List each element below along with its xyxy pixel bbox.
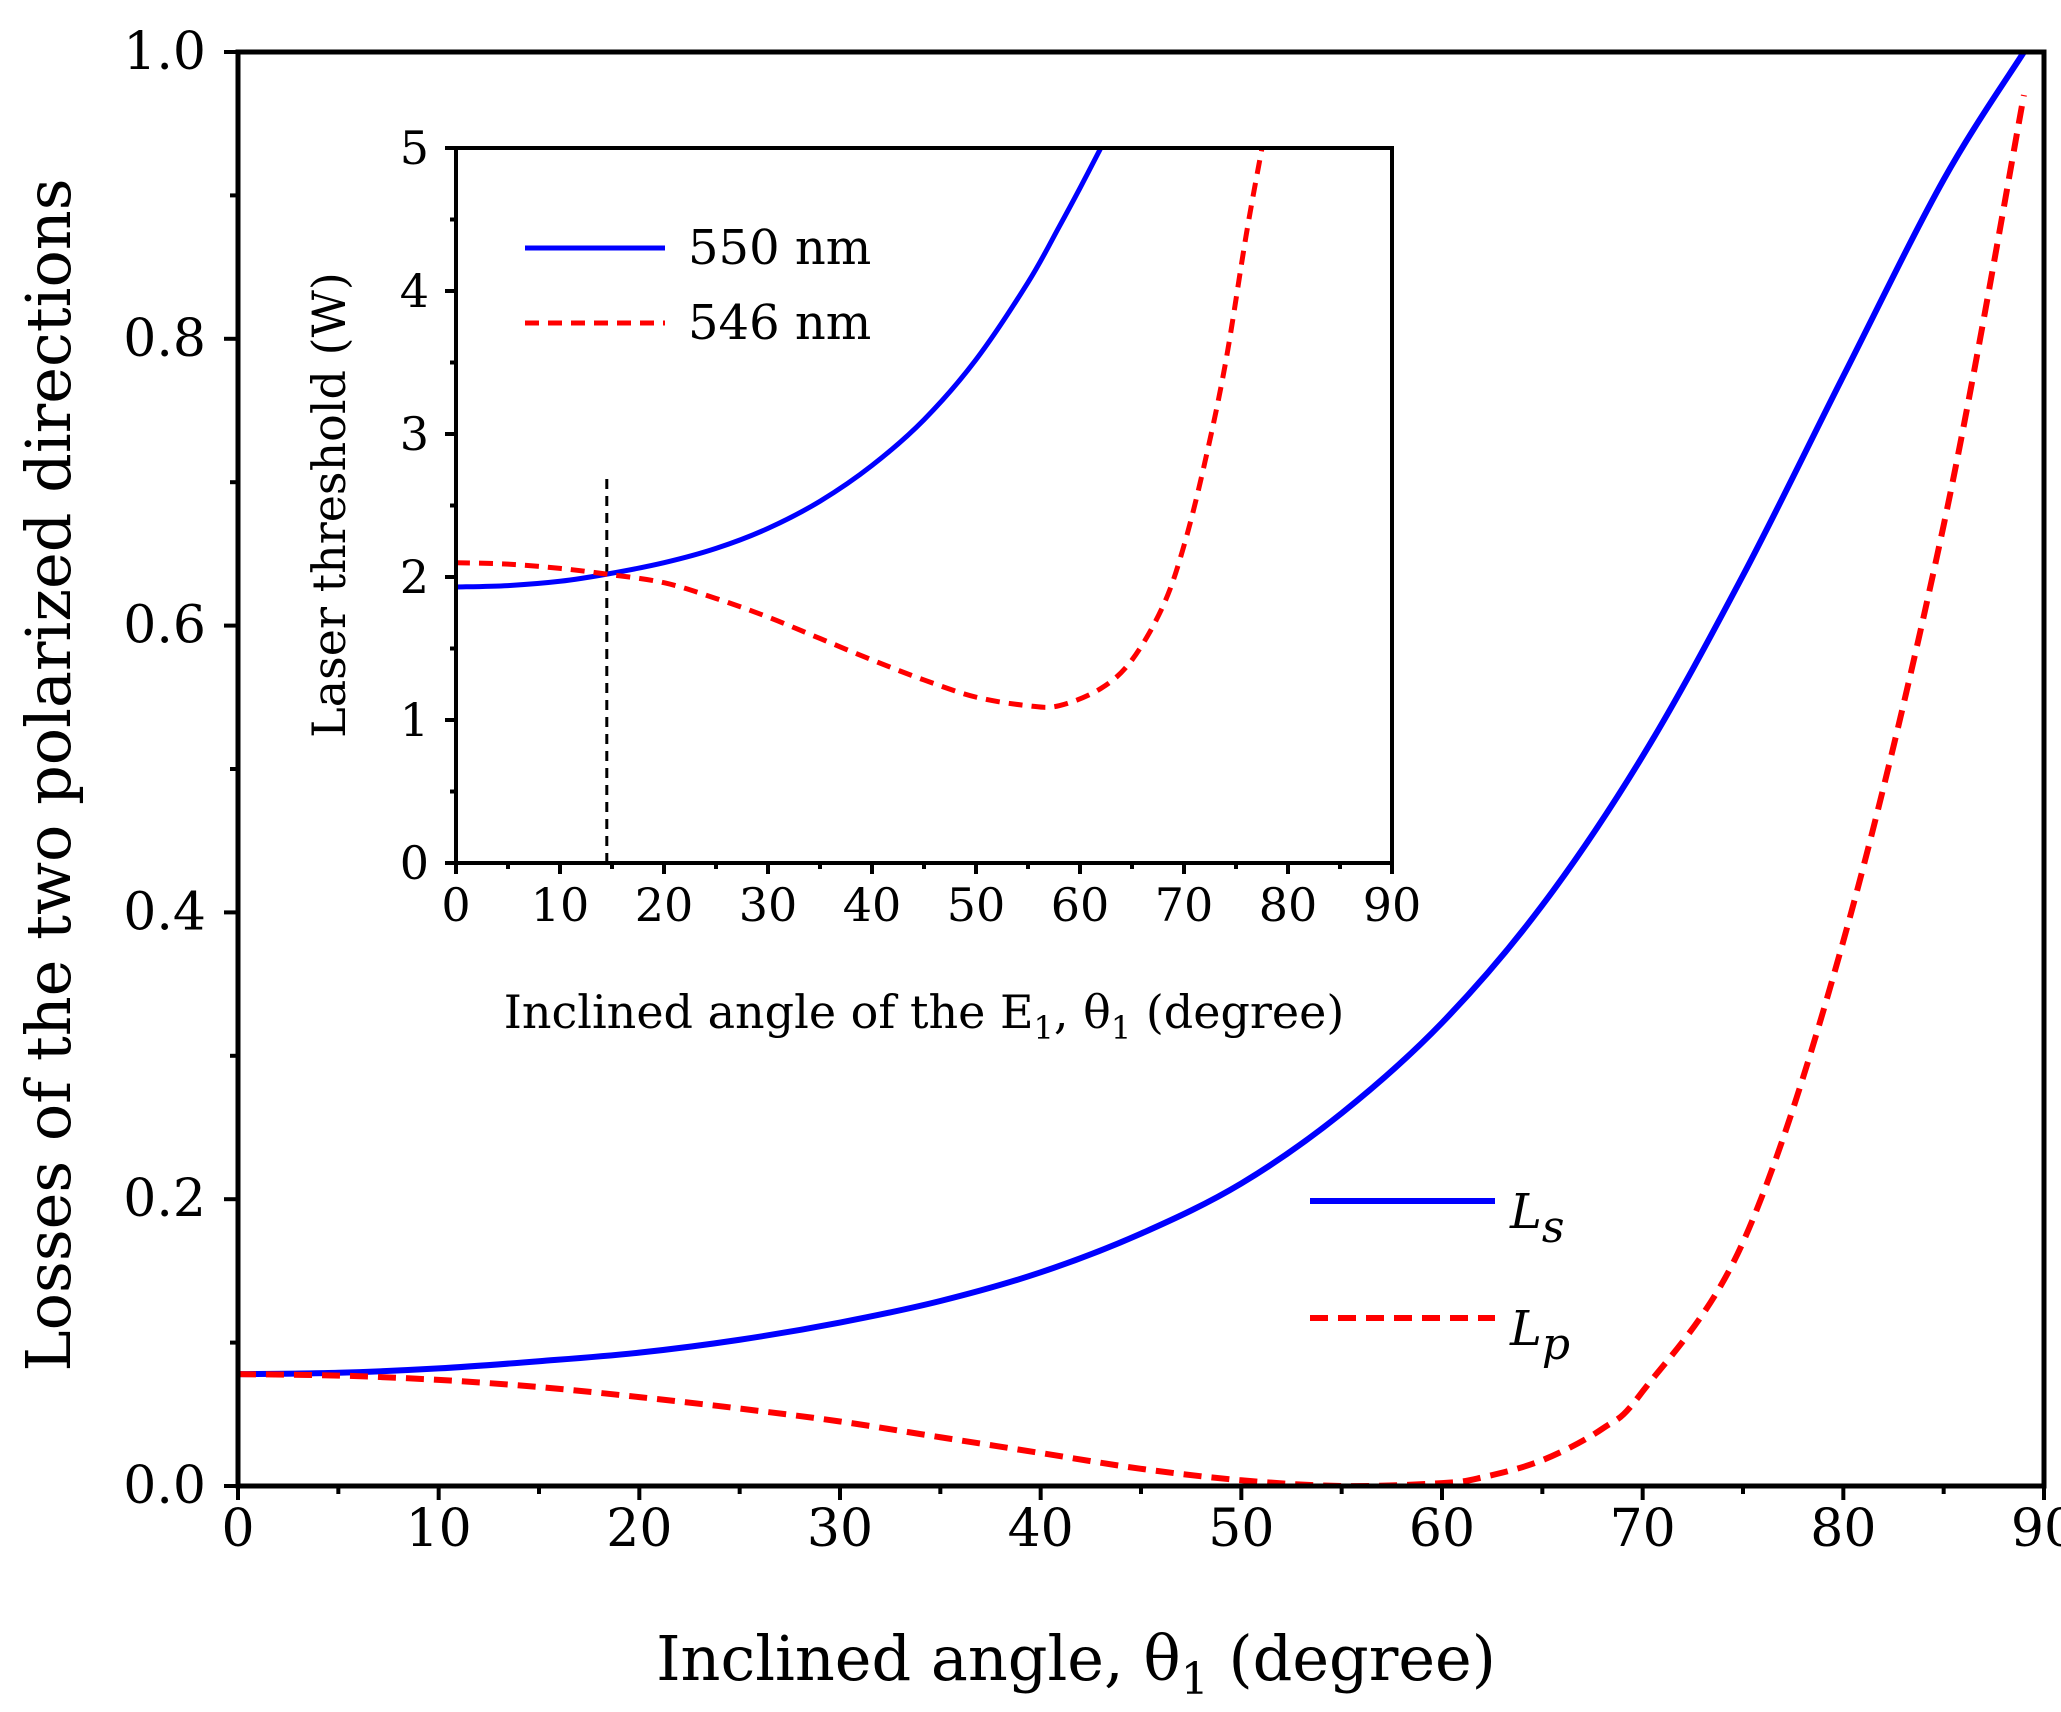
legend-label-lp: Lp (1509, 1301, 1570, 1370)
inset-x-tick-label: 60 (1051, 878, 1110, 932)
main-y-tick-label: 0.8 (123, 309, 206, 369)
main-x-tick-label: 50 (1208, 1499, 1274, 1559)
inset-y-tick-label: 0 (400, 836, 429, 890)
main-x-tick-label: 90 (2011, 1499, 2061, 1559)
main-x-tick-label: 20 (606, 1499, 672, 1559)
inset-x-axis-title-mid: , θ (1054, 985, 1111, 1039)
main-legend: Ls Lp (1310, 1184, 1570, 1370)
main-x-axis-title-suffix: (degree) (1209, 1622, 1496, 1695)
legend-label-ls: Ls (1509, 1184, 1564, 1253)
inset-x-tick-label: 90 (1363, 878, 1422, 932)
inset-x-axis-title-sub2: 1 (1111, 1009, 1131, 1047)
inset-x-axis-title-suffix: (degree) (1131, 985, 1344, 1039)
inset-y-tick-label: 4 (400, 264, 429, 318)
inset-x-tick-label: 80 (1259, 878, 1318, 932)
main-y-tick-label: 0.2 (123, 1169, 206, 1229)
legend-label-lp-sub: p (1542, 1319, 1570, 1370)
main-chart: 0 10 20 30 40 50 60 70 80 900.00.20.40.60.81.0 In… (12, 22, 2061, 1705)
main-y-tick-label: 0.0 (123, 1456, 206, 1516)
inset-x-axis-title: Inclined angle of the E1, θ1 (degree) (504, 985, 1345, 1047)
main-x-axis-title-sub: 1 (1181, 1654, 1209, 1705)
main-x-tick-label: 80 (1810, 1499, 1876, 1559)
inset-series-line-solid (456, 146, 1104, 590)
inset-legend-label-546: 546 nm (688, 295, 871, 351)
main-x-tick-label: 10 (406, 1499, 472, 1559)
inset-y-tick-label: 5 (400, 121, 429, 175)
main-y-tick-label: 0.6 (123, 596, 206, 656)
main-x-tick-label: 60 (1409, 1499, 1475, 1559)
main-x-tick-label: 30 (807, 1499, 873, 1559)
inset-x-tick-label: 10 (531, 878, 590, 932)
inset-y-tick-label: 1 (400, 693, 429, 747)
main-y-tick-label: 1.0 (123, 22, 206, 82)
inset-background (456, 148, 1392, 863)
inset-x-tick-label: 0 (441, 878, 470, 932)
inset-y-tick-label: 3 (400, 407, 429, 461)
inset-x-axis-title-sub1: 1 (1034, 1009, 1054, 1047)
inset-series-line-dashed (456, 147, 1265, 710)
inset-x-tick-label: 20 (635, 878, 694, 932)
main-ticks-layer: 0 10 20 30 40 50 60 70 80 900.00.20.40.60.81.0 (123, 22, 2061, 1559)
inset-legend-label-550: 550 nm (688, 220, 871, 276)
inset-x-tick-label: 30 (739, 878, 798, 932)
inset-legend: 550 nm 546 nm (525, 220, 871, 351)
main-y-axis-title: Losses of the two polarized directions (12, 178, 85, 1371)
inset-series-layer (456, 146, 1265, 863)
legend-label-ls-sub: s (1542, 1202, 1565, 1253)
inset-y-axis-title: Laser threshold (W) (302, 272, 356, 738)
inset-x-tick-label: 40 (843, 878, 902, 932)
main-x-tick-label: 0 (221, 1499, 254, 1559)
main-x-tick-label: 40 (1008, 1499, 1074, 1559)
inset-y-tick-label: 2 (400, 550, 429, 604)
inset-x-tick-label: 50 (947, 878, 1006, 932)
main-x-axis-title: Inclined angle, θ1 (degree) (656, 1622, 1496, 1705)
main-x-tick-label: 70 (1610, 1499, 1676, 1559)
inset-ticks-layer: 0 10 20 30 40 50 60 70 80 90 0 1 2 3 4 5 (400, 121, 1422, 932)
main-y-tick-label: 0.4 (123, 882, 206, 942)
inset-x-tick-label: 70 (1155, 878, 1214, 932)
main-series-line-solid (238, 50, 2027, 1378)
inset-chart: 0 10 20 30 40 50 60 70 80 90 0 1 2 3 4 5 Inclined angle… (302, 121, 1421, 1047)
